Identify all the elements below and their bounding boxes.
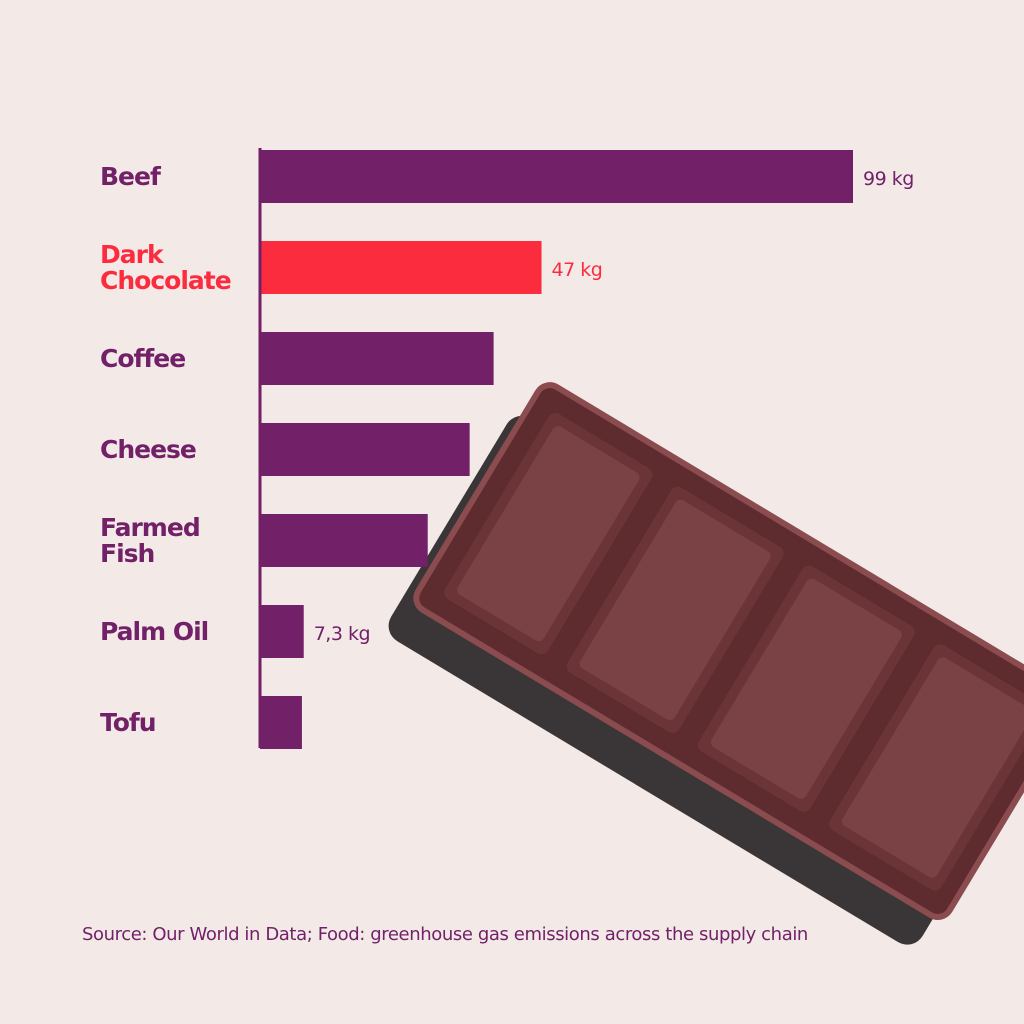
category-label: Beef xyxy=(100,161,161,191)
bar xyxy=(260,332,494,385)
category-label: Cheese xyxy=(100,434,197,464)
category-label: Dark Chocolate xyxy=(100,239,232,295)
chocolate-bar-image xyxy=(388,382,1024,945)
category-label: Coffee xyxy=(100,343,186,373)
category-label: Palm Oil xyxy=(100,616,209,646)
source-note: Source: Our World in Data; Food: greenho… xyxy=(82,924,808,945)
bar xyxy=(260,423,470,476)
value-label: 99 kg xyxy=(863,167,914,190)
bar xyxy=(260,605,304,658)
bar xyxy=(260,514,428,567)
category-label: Farmed Fish xyxy=(100,512,201,568)
category-label: Tofu xyxy=(100,707,157,737)
value-label: 47 kg xyxy=(551,258,603,281)
bar xyxy=(260,150,853,203)
value-label: 7,3 kg xyxy=(313,622,371,645)
bar xyxy=(260,696,302,749)
bar xyxy=(260,241,542,294)
